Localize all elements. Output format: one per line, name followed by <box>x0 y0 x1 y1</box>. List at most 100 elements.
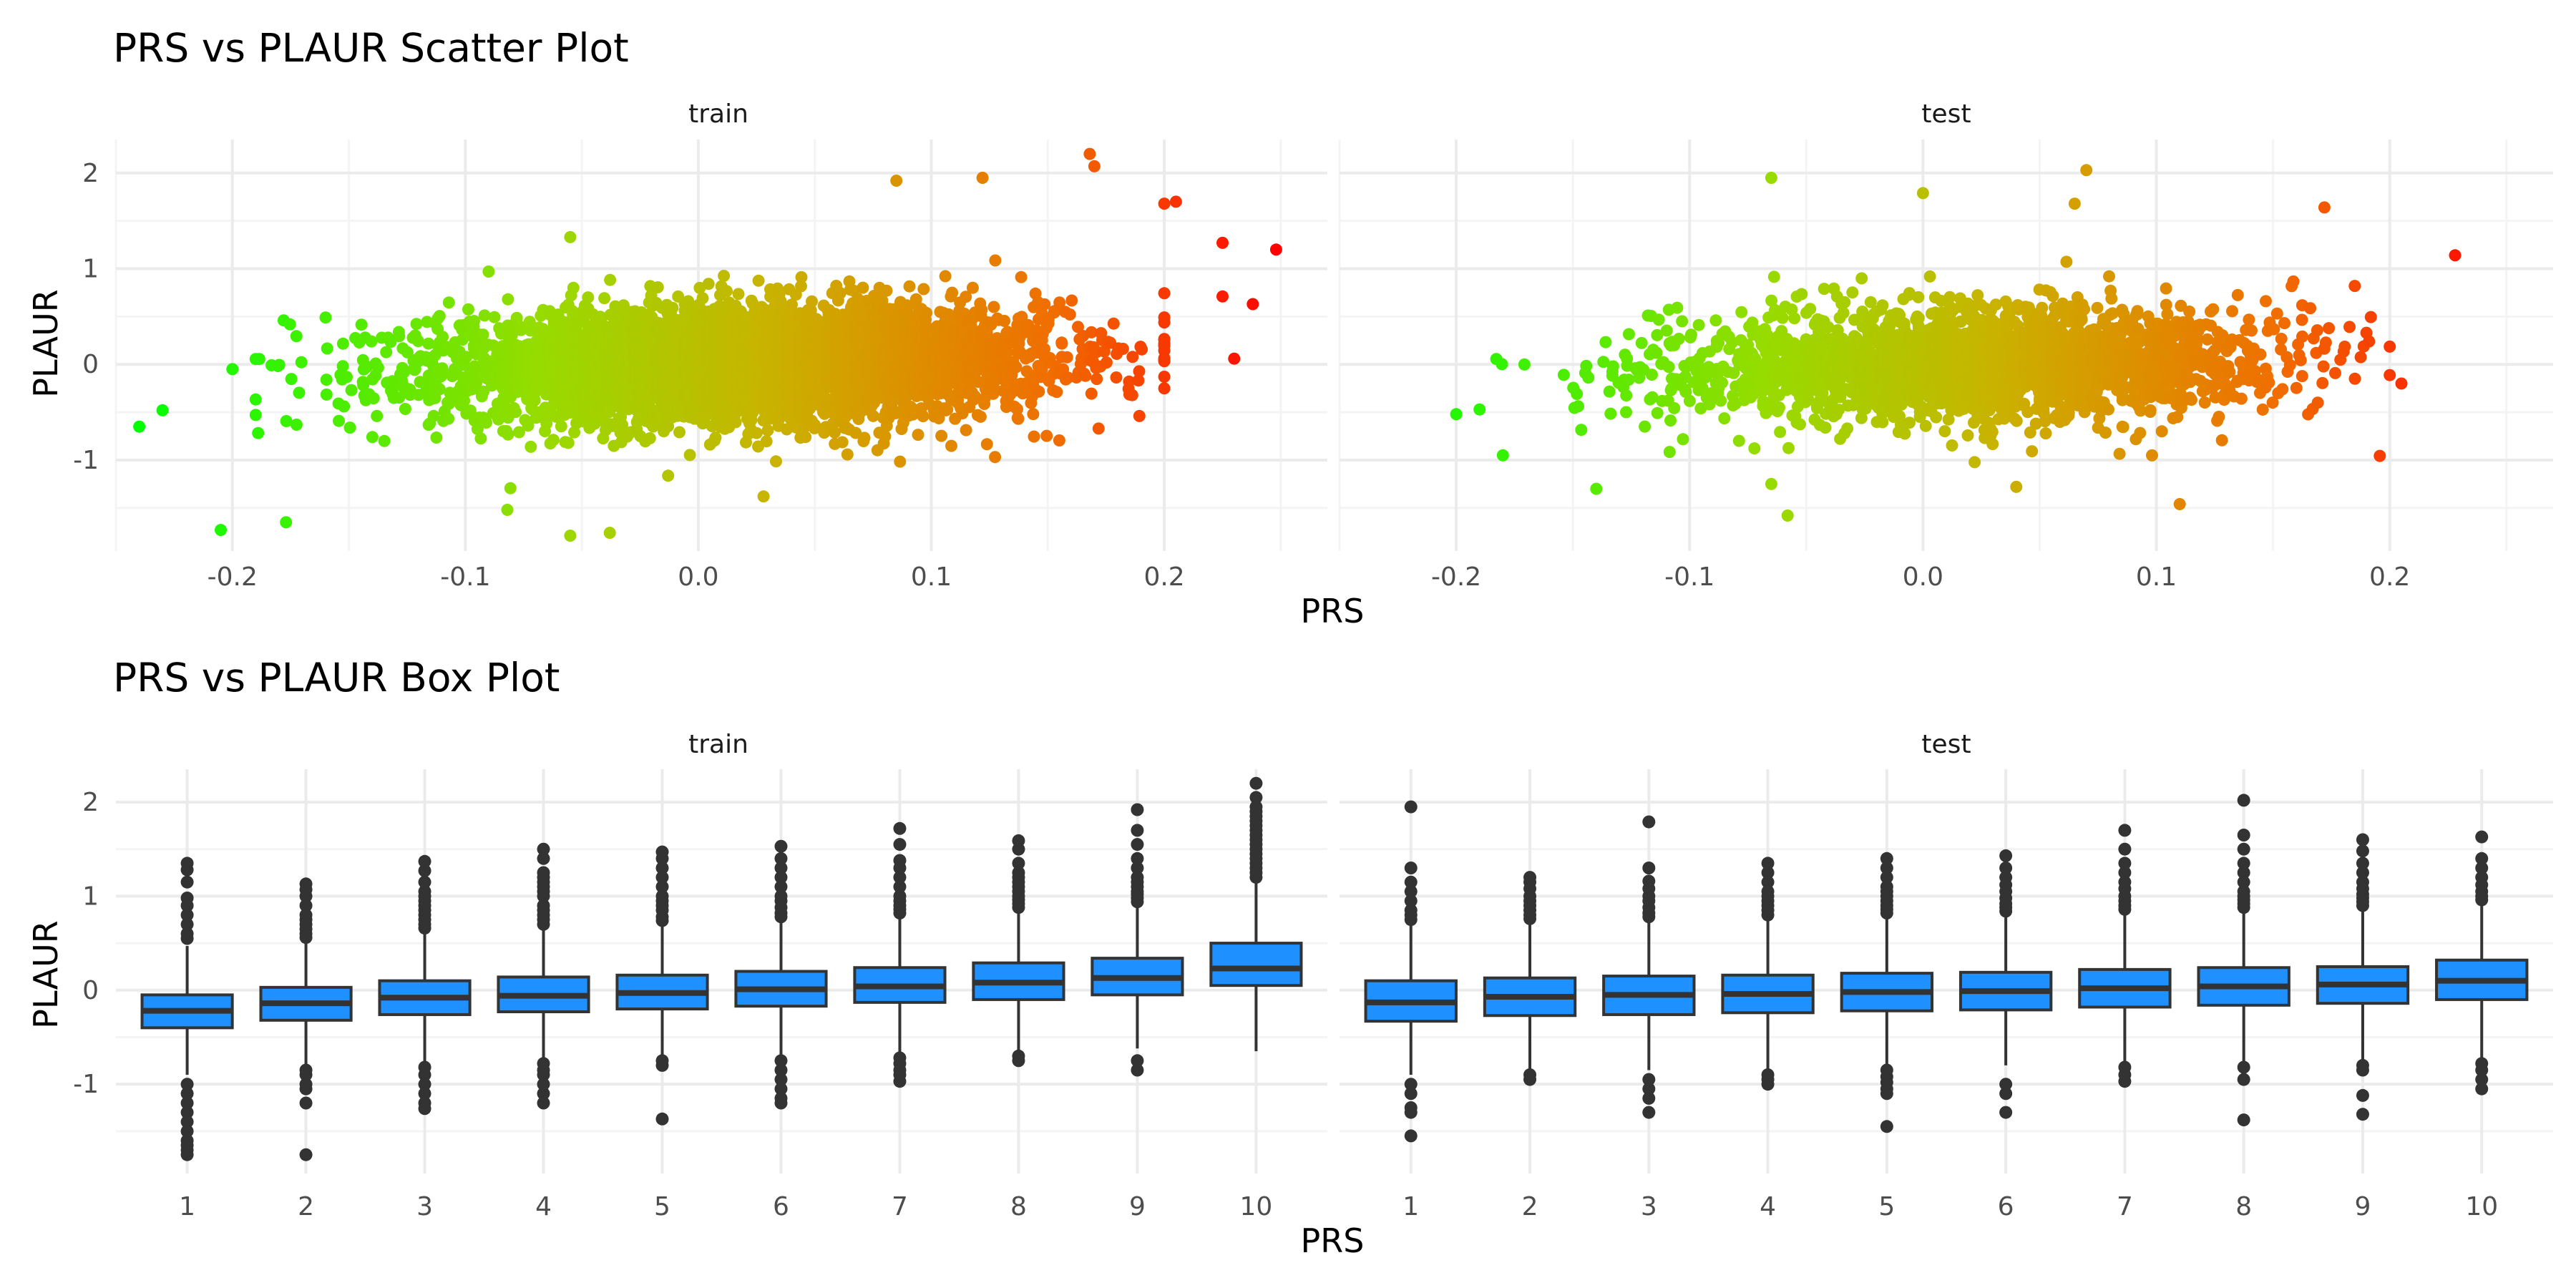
scatter-point <box>474 432 487 445</box>
scatter-point <box>1065 294 1078 307</box>
scatter-point <box>721 285 733 298</box>
scatter-point <box>393 391 406 404</box>
scatter-point <box>806 295 818 308</box>
scatter-point <box>398 366 411 379</box>
scatter-title: PRS vs PLAUR Scatter Plot <box>113 25 629 71</box>
scatter-point <box>1083 147 1096 160</box>
scatter-point <box>939 270 952 283</box>
scatter-point <box>502 293 514 306</box>
scatter-point <box>1692 318 1705 331</box>
scatter-point <box>253 353 265 366</box>
scatter-point <box>380 346 393 358</box>
scatter-point <box>651 281 664 293</box>
scatter-point <box>355 318 368 331</box>
scatter-point <box>604 273 617 286</box>
scatter-point <box>1732 434 1745 447</box>
scatter-point <box>750 426 763 439</box>
scatter-point <box>1028 430 1040 443</box>
scatter-point <box>133 420 146 433</box>
scatter-point <box>290 330 303 343</box>
scatter-point <box>1158 287 1171 300</box>
scatter-point <box>1040 429 1053 442</box>
scatter-point <box>666 301 679 314</box>
scatter-point <box>505 329 518 342</box>
scatter-point <box>1781 509 1794 522</box>
scatter-point <box>1748 442 1761 455</box>
scatter-point <box>729 416 742 429</box>
scatter-point <box>989 451 1002 464</box>
scatter-point <box>1053 434 1065 447</box>
scatter-point <box>226 363 239 376</box>
scatter-point <box>283 318 296 331</box>
scatter-point <box>1110 371 1123 384</box>
scatter-point <box>1133 365 1146 378</box>
scatter-point <box>1676 315 1689 328</box>
scatter-point <box>1079 369 1092 382</box>
scatter-point <box>1794 418 1806 431</box>
scatter-point <box>1582 371 1595 384</box>
scatter-point <box>509 406 522 419</box>
scatter-point <box>974 410 987 423</box>
scatter-point <box>946 286 959 299</box>
scatter-point <box>1133 409 1146 422</box>
scatter-point <box>345 384 358 396</box>
scatter-strip-test: test <box>1921 99 1971 129</box>
scatter-point <box>156 404 169 416</box>
scatter-point <box>857 281 869 294</box>
scatter-point <box>709 431 722 444</box>
scatter-point <box>338 400 351 413</box>
scatter-point <box>1107 317 1120 330</box>
scatter-point <box>1572 400 1584 413</box>
scatter-point <box>1575 424 1588 436</box>
scatter-point <box>1660 324 1673 337</box>
scatter-point <box>917 283 930 296</box>
scatter-point <box>365 335 378 348</box>
scatter-point <box>603 406 616 419</box>
scatter-point <box>1158 339 1171 352</box>
scatter-point <box>1055 337 1068 350</box>
scatter-point <box>480 416 492 429</box>
scatter-point <box>1662 361 1675 374</box>
scatter-point <box>1010 361 1023 374</box>
scatter-point <box>1085 387 1098 400</box>
scatter-point <box>966 281 979 294</box>
scatter-point <box>1158 197 1171 210</box>
scatter-point <box>1606 360 1619 373</box>
scatter-point <box>975 303 988 316</box>
scatter-point <box>1590 482 1603 495</box>
scatter-point <box>799 431 812 444</box>
scatter-point <box>393 330 406 343</box>
scatter-point <box>468 315 480 328</box>
scatter-point <box>422 337 435 350</box>
scatter-point <box>643 432 656 444</box>
scatter-point <box>917 410 930 423</box>
scatter-point <box>858 431 871 444</box>
scatter-point <box>442 296 455 309</box>
scatter-point <box>564 530 577 542</box>
scatter-point <box>1795 288 1808 301</box>
scatter-point <box>795 270 808 283</box>
scatter-point <box>718 270 731 282</box>
scatter-point <box>603 527 616 540</box>
scatter-point <box>430 431 443 444</box>
scatter-point <box>567 281 580 294</box>
scatter-strip-train: train <box>688 99 748 129</box>
scatter-point <box>1782 441 1795 454</box>
scatter-point <box>1269 243 1282 256</box>
scatter-point <box>252 426 265 439</box>
scatter-point <box>1668 401 1681 414</box>
scatter-point <box>1639 420 1652 433</box>
scatter-point <box>702 278 715 291</box>
scatter-point <box>357 379 370 391</box>
scatter-point <box>512 426 525 439</box>
scatter-point <box>1765 477 1777 490</box>
scatter-point <box>1677 433 1689 446</box>
scatter-point <box>1012 412 1025 425</box>
scatter-point <box>1015 270 1028 283</box>
scatter-point <box>1684 328 1697 341</box>
scatter-point <box>770 455 782 468</box>
scatter-point <box>1088 160 1101 172</box>
scatter-point <box>321 342 333 355</box>
scatter-point <box>976 172 989 184</box>
